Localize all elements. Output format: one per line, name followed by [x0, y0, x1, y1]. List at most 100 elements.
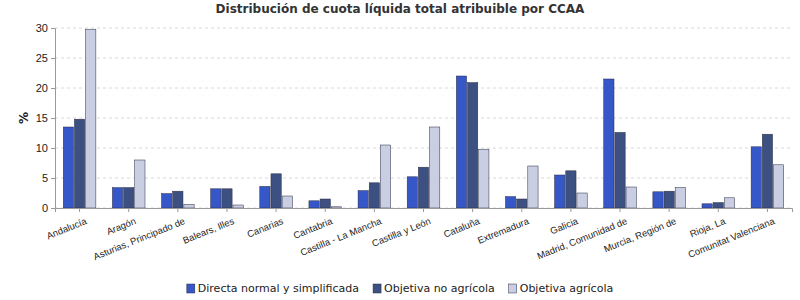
x-tick-mark	[718, 208, 719, 212]
x-tick: Murcia, Región de	[602, 208, 678, 254]
series	[63, 76, 761, 208]
x-tick-mark	[472, 208, 473, 212]
x-tick-label: Aragón	[105, 215, 138, 237]
bar	[566, 171, 576, 208]
bar	[456, 76, 466, 208]
grid-line	[55, 118, 792, 119]
legend-item: Objetiva agrícola	[509, 282, 613, 295]
x-tick-mark	[128, 208, 129, 212]
bar	[162, 194, 172, 208]
legend-item: Directa normal y simplificada	[187, 282, 359, 295]
y-tick-label: 25	[36, 52, 48, 64]
y-tick-mark	[51, 178, 55, 179]
grid-line	[55, 88, 792, 89]
x-tick-label: Balears, Illes	[181, 215, 236, 246]
legend-label: Directa normal y simplificada	[198, 282, 359, 295]
y-tick-label: 20	[36, 82, 48, 94]
x-tick-mark	[276, 208, 277, 212]
bar	[577, 193, 587, 208]
legend-swatch	[373, 284, 381, 293]
y-tick-label: 5	[42, 172, 48, 184]
bar	[555, 175, 565, 208]
x-tick-mark	[79, 208, 80, 212]
y-tick: 30	[36, 22, 55, 34]
bar	[369, 183, 379, 208]
y-tick-mark	[51, 148, 55, 149]
y-tick-mark	[51, 28, 55, 29]
bar	[664, 191, 674, 208]
legend: Directa normal y simplificada Objetiva no…	[187, 282, 613, 295]
bar	[358, 191, 368, 208]
y-tick-mark	[51, 208, 55, 209]
x-tick: Comunitat Valenciana	[686, 208, 776, 260]
bar	[309, 201, 319, 208]
bar	[233, 205, 243, 208]
bar	[184, 204, 194, 208]
x-tick-mark	[226, 208, 227, 212]
grid	[55, 28, 792, 208]
y-tick-mark	[51, 88, 55, 89]
bar	[762, 134, 772, 208]
bar	[418, 167, 428, 208]
bar	[713, 203, 723, 208]
x-tick-mark	[620, 208, 621, 212]
bar	[626, 187, 636, 208]
legend-swatch	[187, 284, 195, 293]
x-tick-mark	[177, 208, 178, 212]
y-tick: 20	[36, 82, 55, 94]
bar	[615, 132, 625, 208]
x-tick-mark	[767, 208, 768, 212]
y-tick-label: 10	[36, 142, 48, 154]
y-tick: 25	[36, 52, 55, 64]
legend-label: Objetiva no agrícola	[384, 282, 495, 295]
x-tick: Castilla - La Mancha	[299, 208, 384, 258]
y-tick: 15	[36, 112, 55, 124]
bar	[653, 192, 663, 208]
y-tick-mark	[51, 58, 55, 59]
x-tick-label: Murcia, Región de	[602, 215, 678, 254]
series	[86, 29, 784, 208]
x-tick-label: Extremadura	[476, 215, 531, 246]
x-tick-label: Castilla - La Mancha	[299, 215, 384, 258]
bar	[86, 29, 96, 208]
x-tick-mark	[570, 208, 571, 212]
x-tick: Andalucía	[45, 208, 89, 241]
bar	[675, 188, 685, 208]
series	[74, 83, 772, 208]
bar	[331, 207, 341, 208]
x-axis: Andalucía AragónAsturias, Principado deBa…	[45, 208, 793, 262]
title: Distribución de cuota líquida total atri…	[216, 2, 586, 16]
legend-swatch	[509, 284, 517, 293]
x-tick-mark	[374, 208, 375, 212]
x-tick-mark	[521, 208, 522, 212]
bar	[430, 127, 440, 208]
x-tick: Asturias, Principado de	[92, 208, 187, 262]
bar	[479, 149, 489, 208]
bar	[467, 83, 477, 208]
bar	[222, 189, 232, 208]
bar	[112, 188, 122, 208]
y-axis-title: %	[17, 112, 31, 124]
bar	[505, 197, 515, 208]
x-tick-label: Comunitat Valenciana	[686, 215, 776, 260]
bar	[173, 191, 183, 208]
bar	[773, 165, 783, 208]
plot: 051015202530AndalucíaAragónAsturias, Pri…	[36, 22, 793, 262]
x-axis-line	[56, 209, 793, 213]
bar	[211, 189, 221, 208]
bar	[528, 166, 538, 208]
bar	[702, 204, 712, 208]
x-tick-label: Galicia	[548, 215, 580, 236]
y-axis-line	[51, 29, 56, 209]
bar	[74, 119, 84, 208]
bar	[517, 199, 527, 208]
grid-line	[55, 58, 792, 59]
x-tick-label: Canarias	[245, 215, 285, 240]
bars	[63, 29, 783, 208]
chart: Distribución de cuota líquida total atri…	[0, 0, 800, 300]
bar	[407, 177, 417, 208]
bar	[604, 79, 614, 208]
bar	[124, 188, 134, 208]
y-axis: 051015202530	[36, 22, 56, 214]
bar	[380, 145, 390, 208]
